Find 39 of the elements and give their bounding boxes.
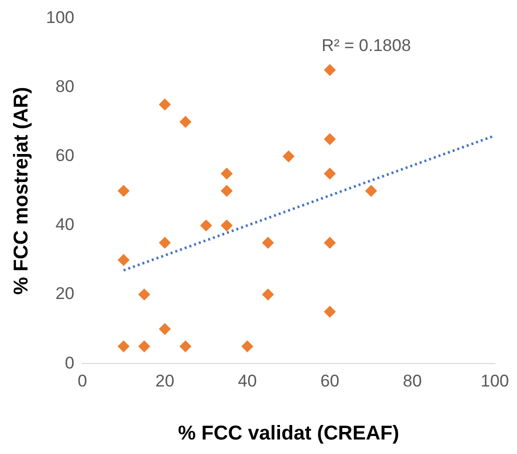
point: [324, 133, 336, 146]
y-tick-label: 20: [55, 284, 74, 304]
point: [324, 64, 336, 76]
x-tick-label: 80: [402, 371, 422, 390]
point: [179, 340, 192, 352]
point: [220, 168, 233, 180]
point: [241, 340, 254, 352]
point: [118, 340, 130, 352]
point: [324, 168, 336, 180]
point: [138, 288, 150, 301]
y-tick-label: 60: [55, 146, 74, 166]
y-tick-label: 40: [55, 215, 74, 234]
point: [158, 98, 171, 111]
x-tick-label: 100: [480, 371, 510, 390]
x-tick-label: 20: [155, 371, 174, 390]
y-tick-label: 100: [46, 8, 74, 27]
point: [179, 116, 192, 128]
point: [138, 340, 150, 352]
point: [262, 288, 274, 301]
y-tick-label: 80: [55, 76, 74, 96]
point: [262, 236, 274, 249]
x-tick-label: 0: [78, 371, 88, 390]
annotation: R² = 0.1808: [322, 36, 411, 55]
point: [220, 219, 233, 232]
point: [158, 236, 171, 249]
x-tick-label: 40: [238, 371, 257, 390]
point: [282, 150, 295, 162]
y-tick-label: 0: [64, 353, 74, 372]
x-tick-label: 60: [320, 371, 340, 390]
point: [118, 254, 130, 266]
y-axis-title: % FCC mostrejat (AR): [10, 87, 33, 295]
point: [365, 184, 378, 197]
point: [220, 184, 233, 197]
point: [324, 306, 336, 318]
point: [118, 184, 130, 197]
point: [200, 219, 212, 232]
point: [324, 236, 336, 249]
x-axis-title: % FCC validat (CREAF): [178, 422, 400, 445]
point: [158, 323, 171, 336]
